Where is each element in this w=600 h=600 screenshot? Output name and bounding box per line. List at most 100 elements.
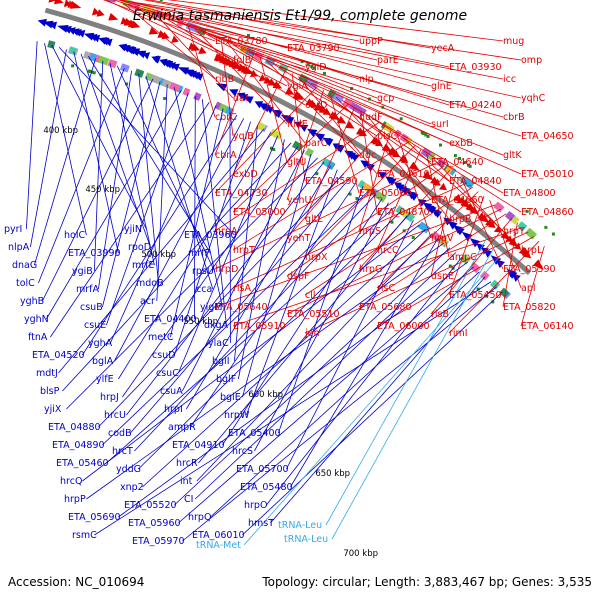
blue-label-leader [270, 276, 486, 524]
reverse-gene-arrow [512, 273, 521, 282]
reverse-gene-label: ETA_04520 [32, 350, 85, 361]
forward-gene-arrow [336, 115, 347, 124]
rna-marker [525, 209, 529, 213]
blue-label-leader [138, 211, 402, 470]
reverse-gene-label: ftnA [28, 332, 48, 343]
rna-marker [306, 63, 310, 67]
rna-marker [381, 105, 385, 109]
forward-gene-label: parC [305, 138, 328, 149]
reverse-gene-arrow [408, 191, 419, 201]
blue-label-leader [46, 89, 182, 320]
gene-labels: ETA_03780 ETA_03790 uppP yecA mug folB ygiD par… [4, 36, 574, 551]
cog-category-bar [149, 74, 162, 85]
forward-gene-label: ETA_04640 [431, 157, 484, 168]
blue-label-leader [210, 271, 480, 518]
reverse-gene-label: yddG [116, 464, 141, 475]
blue-label-leader [26, 41, 38, 230]
red-label-leader [232, 141, 410, 251]
rna-marker [159, 0, 163, 2]
red-label-leader [102, 0, 216, 42]
reverse-gene-label: ETA_05960 [128, 518, 181, 529]
cog-category-bar [193, 92, 202, 101]
rna-marker [90, 70, 94, 74]
red-label-leader [304, 145, 416, 258]
forward-gene-label: rlsA [233, 283, 251, 294]
reverse-gene-label: ylaC [208, 338, 229, 349]
forward-gene-label: ribB [215, 74, 234, 85]
rna-marker [439, 143, 443, 147]
forward-gene-label: yqiB [233, 131, 254, 142]
blue-label-leader [114, 118, 245, 362]
forward-gene-label: rlsC [377, 283, 395, 294]
red-label-leader [279, 66, 504, 156]
rna-marker [71, 64, 75, 68]
red-label-leader [232, 69, 287, 175]
rna-marker [420, 131, 424, 135]
red-label-leader [461, 178, 504, 270]
cog-category-bar [504, 210, 516, 222]
blue-label-leader [102, 81, 161, 308]
forward-gene-label: dat [233, 93, 249, 104]
forward-gene-label: ygiA [287, 81, 308, 92]
reverse-gene-arrow [143, 52, 151, 60]
forward-gene-arrow [505, 235, 513, 243]
forward-gene-arrow [400, 156, 409, 163]
reverse-gene-label: yghN [24, 314, 49, 325]
cog-category-bar [461, 176, 475, 189]
red-label-leader [286, 165, 445, 277]
reverse-gene-label: bglI [212, 356, 230, 367]
forward-gene-label: hrcC [377, 245, 399, 256]
cog-category-bar [517, 221, 528, 232]
forward-gene-label: gcp [377, 93, 394, 104]
forward-gene-label: plsC [377, 131, 398, 142]
rna-label-leader [325, 236, 488, 526]
red-label-leader [168, 18, 378, 99]
red-label-leader [342, 100, 504, 194]
forward-gene-label: ETA_04590 [305, 176, 358, 187]
forward-gene-label: ampC [449, 252, 477, 263]
forward-gene-label: ETA_06140 [521, 321, 574, 332]
rna-marker [390, 220, 394, 224]
reverse-gene-label: ampR [168, 422, 196, 433]
red-label-leader [105, 0, 234, 61]
forward-gene-arrow [408, 161, 421, 171]
red-label-leader [214, 36, 504, 118]
forward-gene-label: icc [503, 74, 516, 85]
red-label-leader [520, 245, 545, 327]
blue-label-leader [194, 252, 457, 500]
cog-category-bar [417, 221, 431, 234]
cog-category-bar [490, 279, 501, 290]
forward-gene-label: rimI [449, 328, 468, 339]
reverse-gene-label: int [180, 476, 193, 487]
forward-gene-label: ETA_05680 [359, 302, 412, 313]
tick-label: 650 kbp [315, 469, 350, 479]
blue-label-leader [102, 189, 370, 446]
cog-category-bar [134, 68, 145, 78]
reverse-gene-label: hrpW [224, 410, 250, 421]
blue-label-leader [58, 46, 235, 236]
reverse-gene-label: yigM [200, 302, 223, 313]
reverse-gene-arrow [306, 128, 318, 137]
rna-marker [544, 225, 548, 229]
forward-gene-label: ETA_04800 [503, 188, 556, 199]
reverse-gene-label: yghA [88, 338, 113, 349]
reverse-gene-arrow [456, 227, 465, 236]
reverse-gene-label: xnp2 [120, 482, 144, 493]
reverse-gene-label: mrfF [188, 248, 210, 259]
forward-gene-arrow [198, 46, 207, 54]
reverse-gene-label: csuA [160, 386, 183, 397]
cog-category-bar [395, 205, 405, 215]
forward-gene-label: gltK [503, 150, 522, 161]
blue-label-leader [98, 173, 345, 428]
reverse-gene-label: ETA_06010 [192, 530, 245, 541]
forward-gene-label: cbrA [215, 150, 237, 161]
forward-gene-label: glnE [431, 81, 452, 92]
blue-label-leader [198, 215, 408, 464]
red-label-leader [310, 82, 522, 175]
blue-label-leader [174, 121, 251, 356]
forward-gene-label: ETA_06000 [377, 321, 430, 332]
red-label-leader [161, 15, 306, 106]
reverse-gene-arrow [237, 92, 246, 100]
reverse-gene-arrow [177, 67, 190, 75]
forward-gene-label: mug [503, 36, 524, 47]
